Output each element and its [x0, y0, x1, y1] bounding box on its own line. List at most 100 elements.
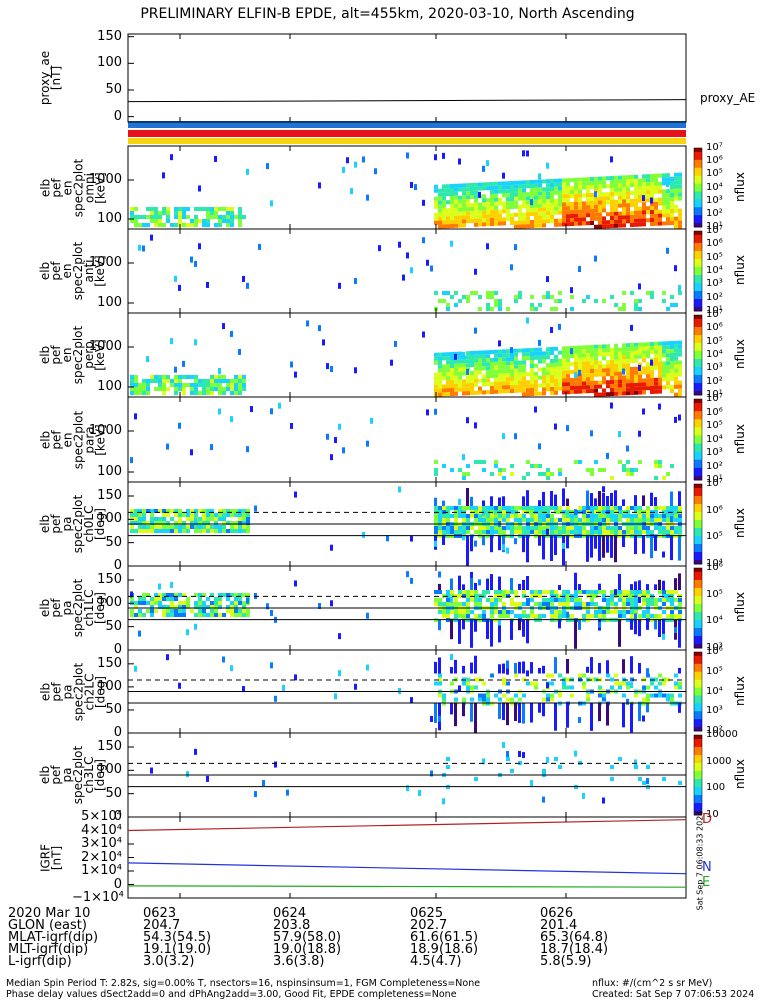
heat-cell [510, 205, 514, 209]
heat-cell [634, 366, 638, 371]
heat-cell [234, 509, 238, 513]
heat-cell [494, 357, 498, 362]
heat-cell [626, 610, 630, 614]
heat-cell [622, 368, 625, 375]
y-tick-label: 0 [113, 876, 122, 892]
heat-cell [450, 610, 454, 614]
heat-cell [190, 387, 194, 391]
heat-cell [486, 206, 490, 211]
heat-cell [554, 210, 558, 215]
colorbar-tick-label: 10⁵ [706, 665, 723, 677]
colorbar-label: nflux [732, 339, 747, 369]
heat-cell [662, 506, 666, 510]
heat-cell [522, 212, 526, 217]
heat-cell [538, 391, 542, 396]
heat-cell [598, 212, 602, 217]
heat-cell [226, 521, 230, 525]
heat-cell [154, 379, 158, 383]
heat-cell [490, 194, 494, 198]
colorbar-tick-label: 10⁶ [706, 155, 723, 167]
heat-cell [678, 285, 681, 292]
heat-cell [486, 506, 490, 510]
heat-cell [494, 510, 498, 514]
heat-cell [454, 187, 458, 192]
heat-cell [650, 370, 654, 374]
heat-cell [550, 379, 554, 383]
heat-cell [234, 605, 238, 609]
heat-cell [442, 204, 446, 209]
heat-cell [450, 590, 454, 594]
heat-cell [654, 677, 658, 682]
heat-cell [178, 605, 182, 609]
heat-cell [446, 757, 450, 761]
heat-cell [186, 771, 189, 778]
heat-cell [598, 372, 602, 377]
heat-cell [598, 192, 602, 197]
heat-cell [570, 354, 574, 358]
colorbar-cell [694, 592, 702, 595]
heat-cell [414, 184, 417, 191]
heat-cell [226, 207, 230, 211]
footer-value: 0625 [410, 906, 444, 921]
heat-cell [434, 184, 438, 189]
heat-cell [490, 222, 494, 226]
heat-cell [462, 472, 466, 476]
heat-cell [502, 614, 506, 618]
heat-cell [442, 208, 446, 213]
heat-cell [202, 601, 206, 605]
heat-cell [454, 303, 458, 307]
heat-cell [482, 362, 486, 367]
heat-cell [678, 188, 682, 193]
heat-cell [522, 752, 525, 759]
heat-cell [594, 368, 598, 373]
heat-cell [202, 383, 206, 387]
heat-cell [638, 378, 642, 383]
colorbar-cell [694, 187, 702, 190]
heat-cell [190, 513, 194, 517]
heat-cell [670, 357, 674, 361]
heat-cell [638, 382, 642, 387]
heat-cell [590, 602, 594, 606]
colorbar-cell [694, 251, 702, 254]
heat-cell [482, 518, 486, 522]
heat-cell [490, 673, 494, 678]
heat-cell [642, 342, 646, 347]
heat-cell [534, 514, 538, 518]
heat-cell [570, 378, 574, 382]
heat-cell [490, 530, 494, 534]
heat-cell [518, 703, 521, 723]
heat-cell [574, 185, 578, 190]
heat-cell [466, 379, 470, 384]
heat-cell [610, 200, 614, 204]
heat-cell [222, 387, 226, 391]
colorbar-tick-label: 10⁷ [706, 478, 723, 489]
heat-cell [622, 195, 626, 200]
heat-cell [666, 193, 670, 198]
heat-cell [622, 291, 626, 295]
heat-cell [598, 364, 602, 369]
heat-cell [462, 681, 466, 686]
heat-cell [450, 602, 454, 606]
heat-cell [518, 514, 522, 518]
heat-cell [550, 491, 553, 506]
heat-cell [562, 198, 566, 203]
heat-cell [586, 213, 590, 218]
heat-cell [594, 506, 598, 510]
heat-cell [494, 514, 498, 518]
heat-cell [142, 509, 146, 513]
heat-cell [150, 207, 154, 211]
heat-cell [478, 602, 482, 606]
heat-cell [206, 613, 210, 617]
heat-cell [570, 202, 574, 206]
heat-cell [530, 514, 534, 518]
heat-cell [438, 506, 442, 510]
heat-cell [518, 372, 522, 377]
heat-cell [202, 387, 206, 391]
heat-cell [554, 390, 558, 395]
heat-cell [158, 223, 162, 227]
heat-cell [182, 360, 185, 367]
heat-cell [194, 207, 198, 211]
heat-cell [186, 529, 190, 533]
heat-cell [614, 673, 618, 678]
heat-cell [442, 364, 446, 369]
